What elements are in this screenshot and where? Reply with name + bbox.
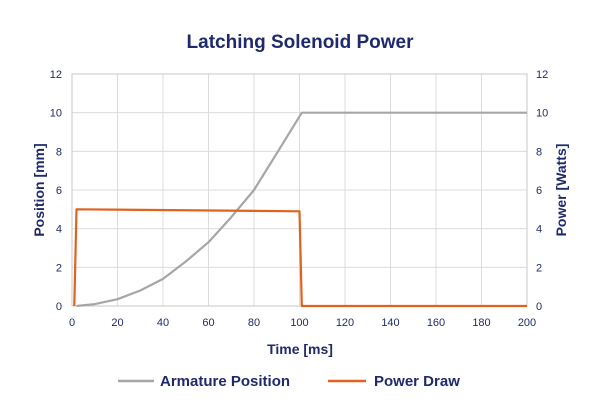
series-line-power-draw [73,208,527,308]
x-tick-label: 120 [336,317,354,329]
y-right-tick-label: 4 [536,224,542,236]
x-tick-label: 60 [202,317,214,329]
y-axis-left-ticks: 0 2 4 6 8 10 12 [50,69,62,313]
x-tick-label: 20 [111,317,123,329]
legend-label-armature-position: Armature Position [160,373,290,390]
y-axis-right-label: Power [Watts] [553,144,569,237]
y-left-tick-label: 12 [50,69,62,81]
x-tick-label: 0 [69,317,75,329]
series-group [73,111,527,308]
legend-label-power-draw: Power Draw [374,373,460,390]
x-tick-label: 160 [427,317,445,329]
y-left-tick-label: 4 [56,224,62,236]
x-tick-label: 100 [290,317,308,329]
y-left-tick-label: 8 [56,146,62,158]
x-tick-label: 200 [518,317,536,329]
y-left-tick-label: 6 [56,185,62,197]
y-axis-left-label: Position [mm] [31,143,47,236]
y-left-tick-label: 2 [56,262,62,274]
y-axis-right-ticks: 0 2 4 6 8 10 12 [536,69,548,313]
y-right-tick-label: 8 [536,146,542,158]
y-left-tick-label: 10 [50,108,62,120]
x-tick-label: 180 [472,317,490,329]
y-right-tick-label: 6 [536,185,542,197]
grid [71,73,528,307]
chart-title: Latching Solenoid Power [187,32,415,53]
x-axis-ticks: 0 20 40 60 80 100 120 140 160 180 200 [69,317,536,329]
y-left-tick-label: 0 [56,301,62,313]
x-tick-label: 40 [157,317,169,329]
x-tick-label: 140 [381,317,399,329]
y-right-tick-label: 2 [536,262,542,274]
y-right-tick-label: 12 [536,69,548,81]
series-line-armature-position [76,111,527,308]
plot-frame [71,73,528,307]
x-tick-label: 80 [248,317,260,329]
y-right-tick-label: 0 [536,301,542,313]
x-axis-label: Time [ms] [267,341,333,357]
y-right-tick-label: 10 [536,108,548,120]
legend: Armature Position Power Draw [118,373,460,390]
